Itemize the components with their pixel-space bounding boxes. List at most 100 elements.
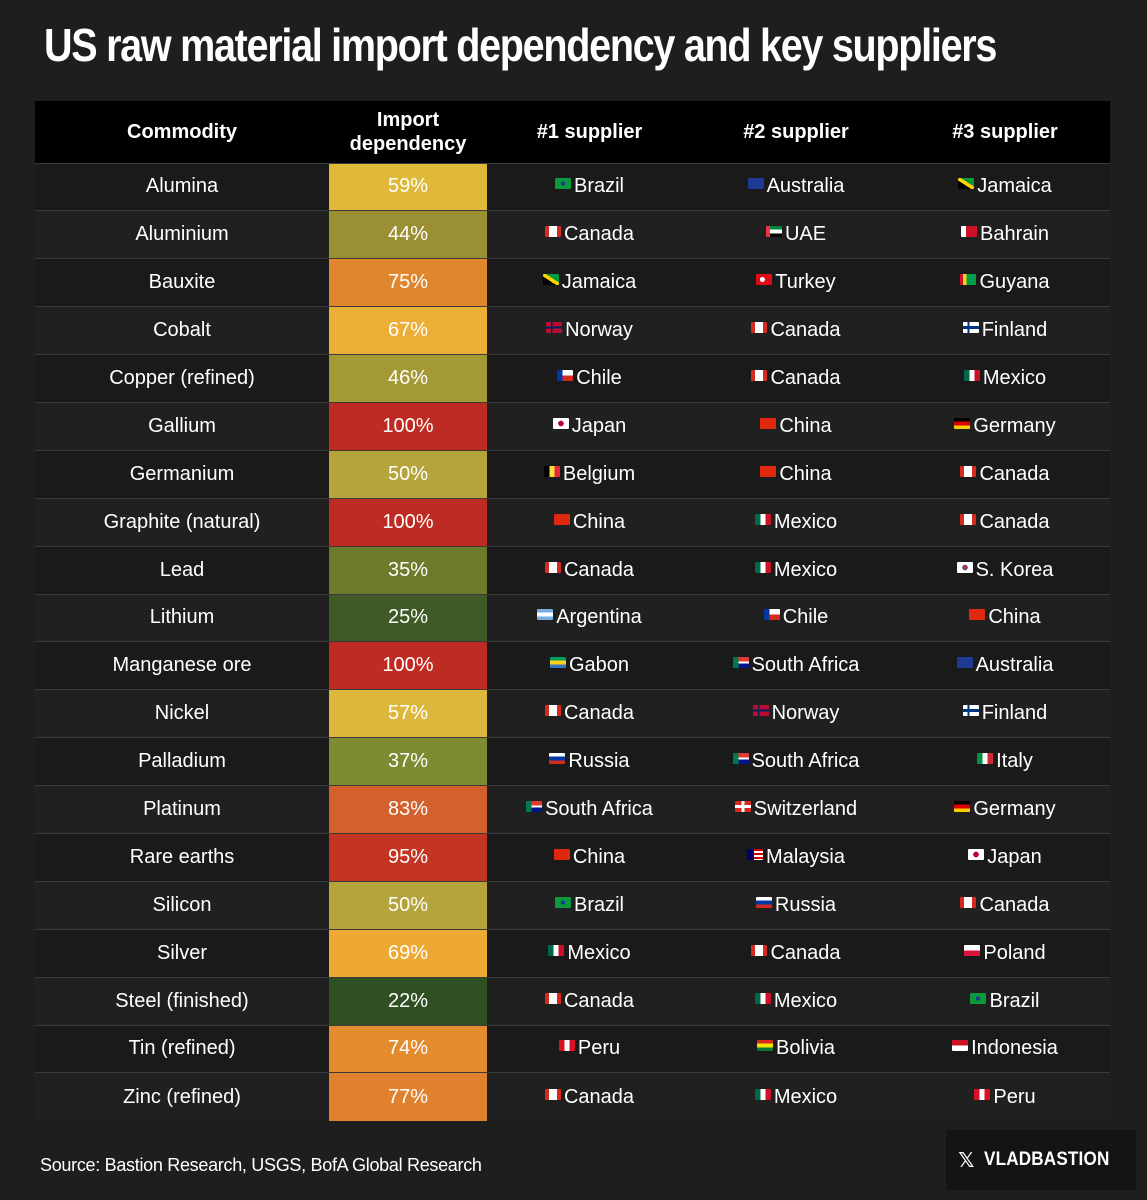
flag-jp-icon bbox=[968, 848, 985, 860]
flag-ae-icon bbox=[765, 226, 782, 238]
supplier-name: Australia bbox=[975, 654, 1054, 677]
commodity-cell: Steel (finished) bbox=[115, 989, 249, 1012]
supplier-name: South Africa bbox=[751, 654, 860, 677]
supplier-2-cell: South Africa bbox=[692, 738, 900, 786]
supplier-name: Argentina bbox=[556, 606, 642, 629]
supplier-2-cell: Canada bbox=[692, 307, 900, 355]
supplier-1-cell: Canada bbox=[487, 1073, 692, 1121]
flag-cn-icon bbox=[760, 417, 777, 429]
supplier-3-cell: Guyana bbox=[900, 259, 1110, 307]
supplier-1-cell: Russia bbox=[487, 738, 692, 786]
supplier-name: Germany bbox=[973, 798, 1056, 821]
commodity-cell: Bauxite bbox=[148, 271, 216, 294]
supplier-name: Germany bbox=[973, 414, 1056, 437]
import-dependency-cell: 59% bbox=[329, 163, 487, 211]
commodity-cell: Gallium bbox=[148, 414, 216, 437]
supplier-1-cell: Jamaica bbox=[487, 259, 692, 307]
supplier-2-cell: Mexico bbox=[692, 498, 900, 546]
supplier-name: Canada bbox=[770, 941, 841, 964]
supplier-1-cell: Brazil bbox=[487, 881, 692, 929]
flag-ca-icon bbox=[960, 896, 977, 908]
supplier-name: Turkey bbox=[775, 271, 836, 294]
source-note: Source: Bastion Research, USGS, BofA Glo… bbox=[40, 1155, 482, 1175]
supplier-1-cell: Canada bbox=[487, 546, 692, 594]
flag-bo-icon bbox=[757, 1040, 774, 1052]
flag-br-icon bbox=[554, 896, 571, 908]
supplier-name: South Africa bbox=[751, 750, 860, 773]
flag-ru-icon bbox=[549, 753, 566, 765]
table-row: Lead 35% Canada Mexico S. Korea bbox=[35, 546, 1110, 595]
flag-cl-icon bbox=[763, 609, 780, 621]
supplier-1-cell: Canada bbox=[487, 211, 692, 259]
flag-cn-icon bbox=[969, 609, 986, 621]
header-dependency-line2: dependency bbox=[349, 132, 467, 155]
import-dependency-cell: 74% bbox=[329, 1025, 487, 1073]
supplier-2-cell: China bbox=[692, 402, 900, 450]
flag-no-icon bbox=[546, 322, 563, 334]
supplier-3-cell: Australia bbox=[900, 642, 1110, 690]
supplier-2-cell: Malaysia bbox=[692, 833, 900, 881]
supplier-1-cell: Japan bbox=[487, 402, 692, 450]
import-dependency-cell: 35% bbox=[329, 546, 487, 595]
import-dependency-cell: 69% bbox=[329, 929, 487, 978]
import-dependency-cell: 75% bbox=[329, 258, 487, 307]
flag-za-icon bbox=[526, 801, 543, 813]
supplier-2-cell: Canada bbox=[692, 355, 900, 403]
supplier-name: Belgium bbox=[562, 462, 636, 485]
flag-kr-icon bbox=[956, 561, 973, 573]
import-dependency-cell: 77% bbox=[329, 1072, 487, 1121]
supplier-name: Canada bbox=[979, 462, 1050, 485]
supplier-3-cell: Canada bbox=[900, 450, 1110, 498]
page-title: US raw material import dependency and ke… bbox=[44, 19, 997, 71]
supplier-1-cell: Canada bbox=[487, 690, 692, 738]
table-row: Aluminium 44% Canada UAE Bahrain bbox=[35, 210, 1110, 259]
supplier-3-cell: Mexico bbox=[900, 355, 1110, 403]
commodity-cell: Zinc (refined) bbox=[123, 1085, 241, 1108]
supplier-name: Canada bbox=[979, 893, 1050, 916]
commodity-cell: Tin (refined) bbox=[128, 1037, 236, 1060]
import-dependency-cell: 95% bbox=[329, 833, 487, 882]
flag-au-icon bbox=[747, 178, 764, 190]
flag-pe-icon bbox=[974, 1088, 991, 1100]
flag-no-icon bbox=[752, 705, 769, 717]
supplier-name: Mexico bbox=[773, 1085, 838, 1108]
supplier-2-cell: Norway bbox=[692, 690, 900, 738]
flag-ca-icon bbox=[544, 561, 561, 573]
supplier-name: Norway bbox=[771, 702, 840, 725]
commodity-cell: Cobalt bbox=[153, 319, 211, 342]
supplier-3-cell: Peru bbox=[900, 1073, 1110, 1121]
import-dependency-cell: 50% bbox=[329, 881, 487, 930]
flag-mx-icon bbox=[963, 370, 980, 381]
supplier-3-cell: China bbox=[900, 594, 1110, 642]
header-supplier-2: #2 supplier bbox=[743, 120, 849, 143]
supplier-name: Canada bbox=[563, 702, 635, 725]
supplier-name: Norway bbox=[565, 319, 633, 342]
x-logo-icon: 𝕏 bbox=[958, 1148, 975, 1172]
flag-my-icon bbox=[747, 848, 764, 860]
supplier-1-cell: Argentina bbox=[487, 594, 692, 642]
flag-be-icon bbox=[543, 465, 560, 477]
flag-ca-icon bbox=[544, 1088, 561, 1100]
flag-ca-icon bbox=[544, 226, 561, 238]
header-supplier-3: #3 supplier bbox=[952, 120, 1058, 143]
supplier-name: Peru bbox=[577, 1037, 621, 1060]
supplier-name: Chile bbox=[782, 606, 829, 629]
supplier-name: Brazil bbox=[573, 893, 624, 916]
supplier-name: Jamaica bbox=[977, 175, 1052, 198]
supplier-2-cell: Russia bbox=[692, 881, 900, 929]
commodity-cell: Aluminium bbox=[135, 223, 229, 246]
import-dependency-table: Commodity Import dependency #1 supplier … bbox=[35, 101, 1110, 1121]
supplier-3-cell: Bahrain bbox=[900, 211, 1110, 259]
table-row: Platinum 83% South Africa Switzerland German… bbox=[35, 785, 1110, 834]
flag-cn-icon bbox=[760, 465, 777, 477]
import-dependency-cell: 37% bbox=[329, 737, 487, 786]
supplier-name: China bbox=[779, 462, 832, 485]
supplier-name: Australia bbox=[766, 175, 845, 198]
supplier-name: Brazil bbox=[573, 175, 624, 198]
commodity-cell: Silicon bbox=[152, 893, 212, 916]
supplier-name: Canada bbox=[563, 1085, 635, 1108]
import-dependency-cell: 46% bbox=[329, 354, 487, 403]
flag-mx-icon bbox=[548, 944, 565, 956]
supplier-name: Canada bbox=[563, 558, 635, 581]
supplier-1-cell: Canada bbox=[487, 977, 692, 1025]
